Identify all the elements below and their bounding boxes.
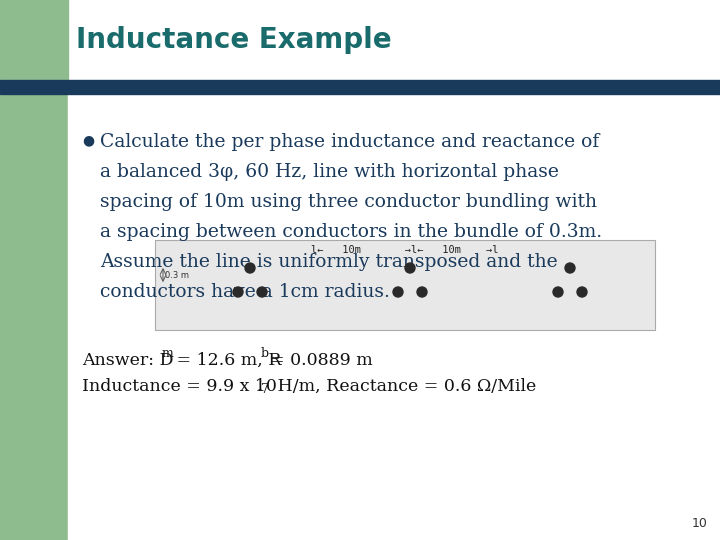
Text: Inductance Example: Inductance Example — [76, 26, 392, 54]
Text: m: m — [162, 347, 174, 360]
Bar — [155, 240, 655, 330]
Text: Inductance = 9.9 x 10: Inductance = 9.9 x 10 — [82, 378, 277, 395]
Circle shape — [577, 287, 587, 297]
Text: 10: 10 — [692, 517, 708, 530]
Text: -7: -7 — [257, 383, 269, 396]
Text: Answer: D: Answer: D — [82, 352, 174, 369]
Circle shape — [565, 263, 575, 273]
Text: a balanced 3φ, 60 Hz, line with horizontal phase: a balanced 3φ, 60 Hz, line with horizont… — [100, 163, 559, 181]
Circle shape — [553, 287, 563, 297]
Text: ●: ● — [82, 133, 94, 147]
Bar — [68, 0, 720, 80]
Text: conductors have a 1cm radius.: conductors have a 1cm radius. — [100, 283, 390, 301]
Text: spacing of 10m using three conductor bundling with: spacing of 10m using three conductor bun… — [100, 193, 597, 211]
Text: Assume the line is uniformly transposed and the: Assume the line is uniformly transposed … — [100, 253, 557, 271]
Circle shape — [405, 263, 415, 273]
Circle shape — [233, 287, 243, 297]
Text: 0.3 m: 0.3 m — [165, 271, 189, 280]
Bar — [0, 0, 68, 80]
Circle shape — [393, 287, 403, 297]
Text: b: b — [261, 347, 269, 360]
Circle shape — [257, 287, 267, 297]
Text: Calculate the per phase inductance and reactance of: Calculate the per phase inductance and r… — [100, 133, 599, 151]
Circle shape — [417, 287, 427, 297]
Text: = 12.6 m, R: = 12.6 m, R — [171, 352, 282, 369]
Bar — [68, 94, 720, 540]
Text: a spacing between conductors in the bundle of 0.3m.: a spacing between conductors in the bund… — [100, 223, 602, 241]
Text: = 0.0889 m: = 0.0889 m — [270, 352, 373, 369]
Text: l←   10m       →l←   10m    →l: l← 10m →l← 10m →l — [311, 245, 499, 255]
Text: H/m, Reactance = 0.6 Ω/Mile: H/m, Reactance = 0.6 Ω/Mile — [272, 378, 536, 395]
Bar — [0, 80, 720, 94]
Bar — [0, 0, 68, 540]
Circle shape — [245, 263, 255, 273]
